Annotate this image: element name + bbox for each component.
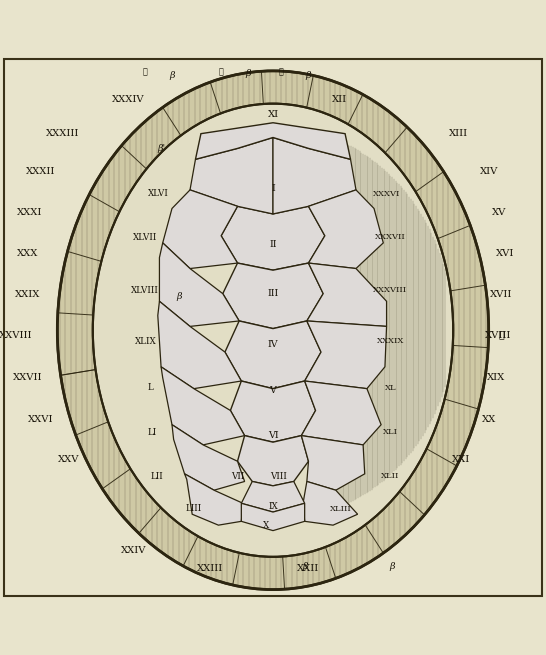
Text: XXII: XXII <box>298 565 319 573</box>
Text: XXIV: XXIV <box>121 546 146 555</box>
Polygon shape <box>158 301 241 388</box>
Text: XI: XI <box>268 110 278 119</box>
Polygon shape <box>308 190 383 269</box>
Text: XVIII: XVIII <box>485 331 511 340</box>
Text: XXIX: XXIX <box>15 290 40 299</box>
Polygon shape <box>223 263 323 329</box>
Text: XVII: XVII <box>490 290 512 299</box>
Text: LI: LI <box>147 428 156 437</box>
Text: VII: VII <box>231 472 244 481</box>
Text: XXVII: XXVII <box>13 373 42 383</box>
Text: XXVI: XXVI <box>28 415 54 424</box>
Polygon shape <box>301 381 381 445</box>
Text: IV: IV <box>268 341 278 350</box>
Text: β: β <box>302 562 307 571</box>
Polygon shape <box>195 122 351 159</box>
Text: XIII: XIII <box>449 129 468 138</box>
Text: XLIX: XLIX <box>135 337 157 346</box>
Text: XXX: XXX <box>16 250 38 258</box>
Text: XXV: XXV <box>57 455 79 464</box>
Polygon shape <box>305 321 387 388</box>
Text: I: I <box>271 184 275 193</box>
Text: VIII: VIII <box>270 472 287 481</box>
Text: V: V <box>270 386 276 395</box>
Text: XL: XL <box>384 384 396 392</box>
Text: XXIII: XXIII <box>197 565 223 573</box>
Polygon shape <box>163 190 238 269</box>
Polygon shape <box>159 243 239 326</box>
Polygon shape <box>241 481 305 512</box>
Text: XLVIII: XLVIII <box>130 286 159 295</box>
Text: LIII: LIII <box>186 504 202 514</box>
Text: XIX: XIX <box>486 373 505 383</box>
Text: XLI: XLI <box>383 428 398 436</box>
Polygon shape <box>303 481 358 525</box>
Text: X: X <box>263 521 270 530</box>
Text: XXI: XXI <box>452 455 471 464</box>
Text: ℓ: ℓ <box>143 68 147 76</box>
Text: XXXIII: XXXIII <box>46 129 80 138</box>
Text: XXXVI: XXXVI <box>373 190 400 198</box>
Text: ℓ: ℓ <box>498 331 504 340</box>
Text: III: III <box>268 289 278 298</box>
Polygon shape <box>172 424 245 490</box>
Text: β: β <box>389 562 395 571</box>
Polygon shape <box>190 138 273 214</box>
Text: XLIII: XLIII <box>330 505 352 513</box>
Polygon shape <box>238 436 308 486</box>
Text: L: L <box>147 383 153 392</box>
Polygon shape <box>241 503 305 531</box>
Polygon shape <box>301 436 365 490</box>
Text: β: β <box>246 69 251 78</box>
Polygon shape <box>230 381 316 442</box>
Ellipse shape <box>57 71 489 590</box>
Text: XXXII: XXXII <box>26 168 56 176</box>
Text: ℓ: ℓ <box>219 68 223 76</box>
Polygon shape <box>273 138 356 214</box>
Polygon shape <box>185 474 243 525</box>
Polygon shape <box>221 138 325 214</box>
Text: XXXIX: XXXIX <box>377 337 404 345</box>
Text: XXXVIII: XXXVIII <box>373 286 407 294</box>
Text: VI: VI <box>268 431 278 440</box>
Text: β: β <box>169 71 175 80</box>
Text: XXXIV: XXXIV <box>112 95 145 103</box>
Text: β: β <box>306 71 311 80</box>
Polygon shape <box>225 321 321 388</box>
Polygon shape <box>161 367 245 445</box>
Text: XXVIII: XXVIII <box>0 331 32 340</box>
Text: XV: XV <box>492 208 507 217</box>
Text: XLVII: XLVII <box>133 233 157 242</box>
Text: II: II <box>269 240 277 249</box>
Text: XLII: XLII <box>381 472 400 480</box>
Text: XLVI: XLVI <box>148 189 169 198</box>
Polygon shape <box>221 206 325 270</box>
Text: XII: XII <box>332 95 347 103</box>
Text: IX: IX <box>268 502 278 511</box>
Ellipse shape <box>93 103 453 557</box>
Text: β: β <box>176 292 182 301</box>
Text: ℓ: ℓ <box>279 68 283 76</box>
Text: XVI: XVI <box>496 250 514 258</box>
Text: XX: XX <box>482 415 496 424</box>
Text: LII: LII <box>151 472 164 481</box>
Text: XXXI: XXXI <box>17 208 43 217</box>
Text: XIV: XIV <box>479 168 498 176</box>
Polygon shape <box>307 263 387 326</box>
Text: β': β' <box>157 144 165 153</box>
Text: XXXVII: XXXVII <box>375 233 406 242</box>
